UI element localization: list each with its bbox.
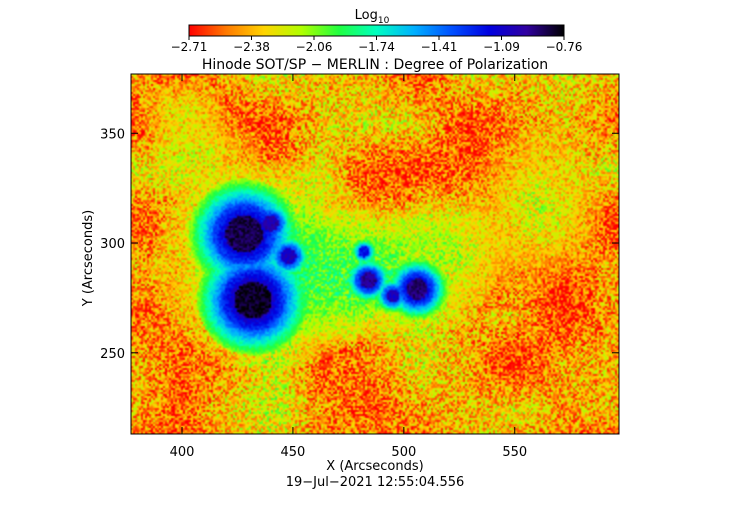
y-axis-ticks: 250 300 350: [100, 127, 619, 362]
plot-frame: [130, 73, 620, 435]
colorbar-tick-label: −1.09: [483, 40, 520, 54]
x-axis-label: X (Arcseconds): [326, 459, 423, 474]
colorbar-tick-label: −2.06: [296, 40, 333, 54]
timestamp: 19−Jul−2021 12:55:04.556: [286, 475, 465, 490]
colorbar-ticks: −2.71 −2.38 −2.06 −1.74 −1.41 −1.09 −0.76: [171, 36, 583, 54]
y-tick-label: 300: [100, 237, 125, 252]
x-tick-label: 500: [391, 445, 416, 460]
y-tick-label: 350: [100, 127, 125, 142]
colorbar: [188, 24, 565, 37]
y-tick-label: 250: [100, 347, 125, 362]
x-tick-label: 450: [281, 445, 306, 460]
colorbar-tick-label: −2.71: [171, 40, 208, 54]
colorbar-tick-label: −0.76: [546, 40, 583, 54]
x-axis-ticks: 400 450 500 550: [170, 74, 527, 460]
colorbar-label: Log10: [355, 8, 390, 26]
colorbar-tick-label: −1.41: [421, 40, 458, 54]
x-tick-label: 400: [170, 445, 195, 460]
y-axis-label: Y (Arcseconds): [81, 210, 96, 307]
colorbar-tick-label: −2.38: [233, 40, 270, 54]
heatmap-image: [131, 74, 619, 434]
chart-title: Hinode SOT/SP − MERLIN : Degree of Polar…: [202, 57, 548, 73]
x-tick-label: 550: [502, 445, 527, 460]
colorbar-tick-label: −1.74: [358, 40, 395, 54]
